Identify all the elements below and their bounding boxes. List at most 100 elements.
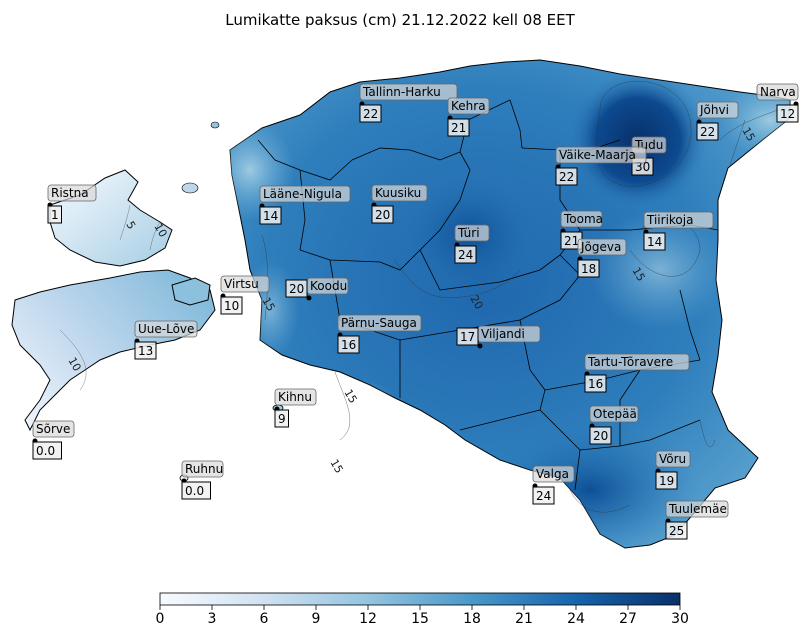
- station-value-box: [181, 481, 211, 500]
- station-name-box: [274, 388, 317, 406]
- station-name: Võru: [659, 452, 686, 466]
- station-viljandi: Viljandi 17: [456, 325, 541, 349]
- station-value: 24: [536, 489, 551, 503]
- station-name-box: [555, 146, 647, 164]
- station-name: Viljandi: [481, 327, 525, 341]
- station-value-box: [220, 296, 243, 315]
- station-value-box: [454, 245, 477, 264]
- station-value-box: [134, 341, 157, 360]
- station-value-box: [337, 335, 360, 354]
- station-turi: Türi 24: [454, 224, 490, 264]
- hiiumaa-island: [49, 169, 173, 267]
- station-name-box: [32, 420, 75, 438]
- station-value: 0.0: [185, 484, 204, 498]
- colorbar-tick-label: 0: [156, 611, 165, 627]
- station-value: 22: [363, 107, 378, 121]
- station-name-box: [371, 184, 428, 202]
- station-name-box: [259, 185, 351, 203]
- station-name: Valga: [536, 467, 569, 481]
- contour-label: 10: [151, 221, 169, 240]
- station-name: Lääne-Nigula: [263, 187, 342, 201]
- station-name: Tartu-Tõravere: [587, 355, 673, 369]
- station-tiirikoja: Tiirikoja 14: [643, 211, 714, 251]
- station-value: 22: [559, 170, 574, 184]
- station-value: 17: [460, 330, 475, 344]
- station-value-box: [665, 521, 688, 540]
- station-value: 0.0: [36, 444, 55, 458]
- station-value-box: [655, 471, 678, 490]
- station-value: 21: [451, 121, 466, 135]
- station-virtsu: Virtsu 10: [220, 275, 270, 315]
- station-dot: [477, 343, 483, 349]
- station-value-box: [47, 205, 62, 224]
- station-value-box: [359, 104, 382, 123]
- station-name-box: [589, 405, 639, 423]
- station-name-box: [655, 450, 691, 468]
- station-value: 25: [669, 524, 684, 538]
- colorbar-tick-label: 3: [208, 611, 217, 627]
- station-name-box: [220, 275, 270, 293]
- station-koodu: Koodu 20: [285, 277, 349, 301]
- station-value-box: [555, 167, 578, 186]
- station-value: 18: [581, 262, 596, 276]
- station-value: 13: [138, 344, 153, 358]
- station-name: Sõrve: [36, 422, 70, 436]
- station-sorve: Sõrve 0.0: [32, 420, 75, 460]
- station-name-box: [181, 460, 224, 478]
- station-name: Tallinn-Harku: [362, 85, 441, 99]
- station-value: 9: [278, 412, 286, 426]
- station-value: 10: [224, 299, 239, 313]
- colorbar-tick-label: 9: [312, 611, 321, 627]
- station-value: 20: [375, 208, 390, 222]
- station-otepaa: Otepää 20: [589, 405, 639, 445]
- contour-label: 15: [629, 265, 647, 284]
- colorbar-tick-label: 6: [260, 611, 269, 627]
- station-name-box: [756, 83, 799, 101]
- station-value-box: [696, 122, 719, 141]
- station-name-box: [454, 224, 490, 242]
- colorbar: 0 3 6 9 12 15 18 21 24 27 30: [156, 592, 689, 627]
- station-dot: [306, 295, 312, 301]
- station-name: Kuusiku: [375, 186, 421, 200]
- station-value-box: [259, 206, 282, 225]
- station-uue-love: Uue-Lõve 13: [134, 320, 198, 360]
- station-kehra: Kehra 21: [447, 97, 490, 137]
- station-value: 16: [341, 338, 356, 352]
- station-kihnu: Kihnu 9: [274, 388, 317, 428]
- station-value: 20: [289, 282, 304, 296]
- station-ristna: Ristna 1: [47, 184, 97, 224]
- saaremaa-island: [11, 269, 216, 432]
- colorbar-tick-label: 24: [567, 611, 585, 627]
- station-name-box: [337, 314, 422, 332]
- colorbar-ticks: 0 3 6 9 12 15 18 21 24 27 30: [156, 605, 689, 627]
- station-kuusiku: Kuusiku 20: [371, 184, 428, 224]
- contour-label: 20: [467, 293, 485, 312]
- station-valga: Valga 24: [532, 465, 575, 505]
- colorbar-tick-label: 27: [619, 611, 637, 627]
- colorbar-tick-label: 12: [359, 611, 377, 627]
- station-name: Türi: [457, 226, 480, 240]
- station-value-box: [643, 232, 666, 251]
- colorbar-tick-label: 30: [671, 611, 689, 627]
- station-value-box: [577, 259, 600, 278]
- station-name: Ruhnu: [185, 462, 223, 476]
- contour-label: 15: [341, 387, 359, 406]
- station-tallinn-harku: Tallinn-Harku 22: [359, 83, 458, 123]
- station-name-box: [665, 500, 729, 518]
- station-markers: Tallinn-Harku22Kehra21Narva12Jõhvi22Tudu…: [32, 83, 799, 540]
- station-name: Tooma: [563, 212, 603, 226]
- station-name-box: [584, 353, 690, 371]
- station-vaike-maarja: Väike-Maarja 22: [555, 146, 647, 186]
- station-johvi: Jõhvi 22: [696, 101, 739, 141]
- station-value-box: [532, 486, 555, 505]
- station-value-box: [274, 409, 289, 428]
- station-value: 16: [588, 377, 603, 391]
- station-value-box: [776, 104, 799, 123]
- station-value-box: [371, 205, 394, 224]
- station-name-box: [577, 238, 627, 256]
- station-name: Pärnu-Sauga: [341, 316, 417, 330]
- station-value: 19: [659, 474, 674, 488]
- contour-label: 15: [739, 125, 757, 144]
